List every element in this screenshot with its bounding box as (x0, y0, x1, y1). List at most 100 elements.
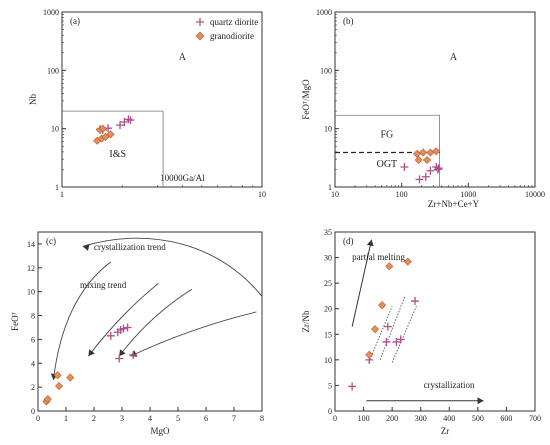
granodiorite-point (370, 325, 380, 334)
field-label-i-s: I&S (109, 149, 126, 160)
x-tick-label: 600 (500, 414, 512, 423)
quartz-diorite-point (124, 115, 133, 124)
x-tick-label: 500 (472, 414, 484, 423)
x-axis-label: Zr+Nb+Ce+Y (428, 199, 480, 209)
y-axis-label: Zr/Nb (301, 310, 311, 332)
plot-frame (334, 231, 536, 412)
y-tick-label: 1 (328, 183, 332, 192)
y-tick-label: 1000 (316, 8, 332, 17)
quartz-diorite-point (421, 172, 430, 181)
partial-melting-label: partial melting (352, 252, 405, 262)
y-tick-label: 2 (31, 383, 35, 392)
quartz-diorite-point (126, 116, 135, 125)
y-tick-label: 14 (27, 240, 35, 249)
y-tick-label: 100 (47, 66, 59, 75)
panel-d: 0 100 200 300 400 500 600 700 0 5 10 15 20 25 30 35 (d) Z… (301, 228, 541, 436)
quartz-diorite-point (382, 337, 391, 346)
x-tick-label: 0 (333, 414, 337, 423)
quartz-diorite-point (116, 121, 125, 130)
y-axis-label: Nb (28, 94, 38, 105)
panel-label: (d) (343, 236, 354, 246)
x-tick-label: 5 (176, 414, 180, 423)
quartz-diorite-point (400, 163, 409, 172)
granodiorite-point (54, 381, 64, 390)
granodiorite-point (378, 301, 387, 310)
crystallization-trend-arrowhead (82, 244, 90, 251)
x-tick-label: 2 (92, 414, 96, 423)
panel-b: 10 100 1000 100001101001000(b)Zr+Nb+Ce+YFeO… (301, 8, 545, 209)
quartz-diorite-point (348, 382, 357, 391)
y-tick-label: 10 (27, 288, 35, 297)
granodiorite-point (385, 262, 394, 271)
x-tick-label: 6 (204, 414, 208, 423)
granodiorite-point (365, 350, 374, 359)
mixing-trend-arrow-2 (118, 288, 193, 357)
granodiorite-point (403, 257, 412, 266)
y-tick-label: 5 (328, 381, 332, 390)
x-tick-label: 1 (60, 190, 64, 199)
granodiorite-point (426, 148, 435, 157)
fg-field-boundary (335, 114, 440, 187)
y-tick-label: 20 (324, 305, 332, 314)
quartz-diorite-point (115, 354, 124, 363)
crystallization-trend-label: crystallization trend (94, 242, 166, 252)
y-tick-label: 10 (324, 125, 332, 134)
quartz-diorite-point (411, 297, 419, 306)
plot-frame (61, 11, 263, 188)
mixing-trend-label: mixing trend (80, 280, 127, 290)
granodiorite-point (422, 156, 432, 165)
y-tick-label: 100 (320, 66, 332, 75)
granodiorite-point (98, 124, 107, 133)
trend-arrow-1 (52, 261, 112, 381)
panel-a: 1 10 1 10 100 1000 (a) 10000Ga/Al Nb A I&S quartz d… (28, 8, 266, 199)
y-axis-label: FeOᵀ (10, 311, 20, 330)
x-tick-label: 4 (148, 414, 152, 423)
panel-label: (c) (46, 236, 56, 246)
granodiorite-point (195, 31, 205, 41)
granodiorite-point (106, 130, 115, 139)
y-tick-label: 6 (31, 335, 35, 344)
x-tick-label: 8 (260, 414, 264, 423)
granodiorite-point (414, 156, 423, 165)
x-tick-label: 10 (258, 190, 266, 199)
y-tick-label: 0 (328, 407, 332, 416)
quartz-diorite-point (106, 331, 115, 340)
y-tick-label: 0 (31, 407, 35, 416)
mixing-trend-arrow-3 (130, 311, 257, 357)
field-label-fg: FG (380, 130, 393, 141)
granodiorite-point (53, 371, 62, 380)
quartz-diorite-point (433, 165, 442, 174)
x-tick-label: 400 (443, 414, 455, 423)
y-tick-label: 30 (324, 254, 332, 263)
x-tick-label: 0 (36, 414, 40, 423)
y-tick-label: 10 (324, 356, 332, 365)
quartz-diorite-point (120, 118, 129, 127)
x-tick-label: 300 (415, 414, 427, 423)
y-axis-label: FeOᵀ/MgO (301, 79, 311, 120)
y-tick-label: 8 (31, 312, 35, 321)
quartz-diorite-point (392, 337, 401, 346)
x-tick-label: 10000 (525, 190, 545, 199)
x-tick-label: 200 (386, 414, 398, 423)
granodiorite-point (419, 148, 428, 157)
quartz-diorite-point (129, 350, 138, 359)
x-tick-label: 100 (358, 414, 370, 423)
crystallization-trend-line (82, 237, 263, 297)
partial-melting-arrow (351, 239, 373, 327)
x-tick-label: 1000 (460, 190, 476, 199)
legend-label-quartz-diorite: quartz diorite (210, 17, 258, 27)
mixing-trend-arrowhead-1 (88, 349, 95, 357)
quartz-diorite-point (196, 18, 204, 26)
granodiorite-point (101, 132, 110, 142)
quartz-diorite-point (396, 335, 405, 344)
x-tick-label: 100 (396, 190, 408, 199)
y-tick-label: 1 (55, 183, 59, 192)
granodiorite-point (66, 373, 75, 382)
field-label-a: A (179, 52, 187, 63)
x-tick-label: 3 (120, 414, 124, 423)
y-tick-label: 35 (324, 228, 332, 237)
x-axis-label: 10000Ga/Al (160, 173, 205, 183)
mixing-trend-arrowhead-2 (119, 349, 126, 357)
